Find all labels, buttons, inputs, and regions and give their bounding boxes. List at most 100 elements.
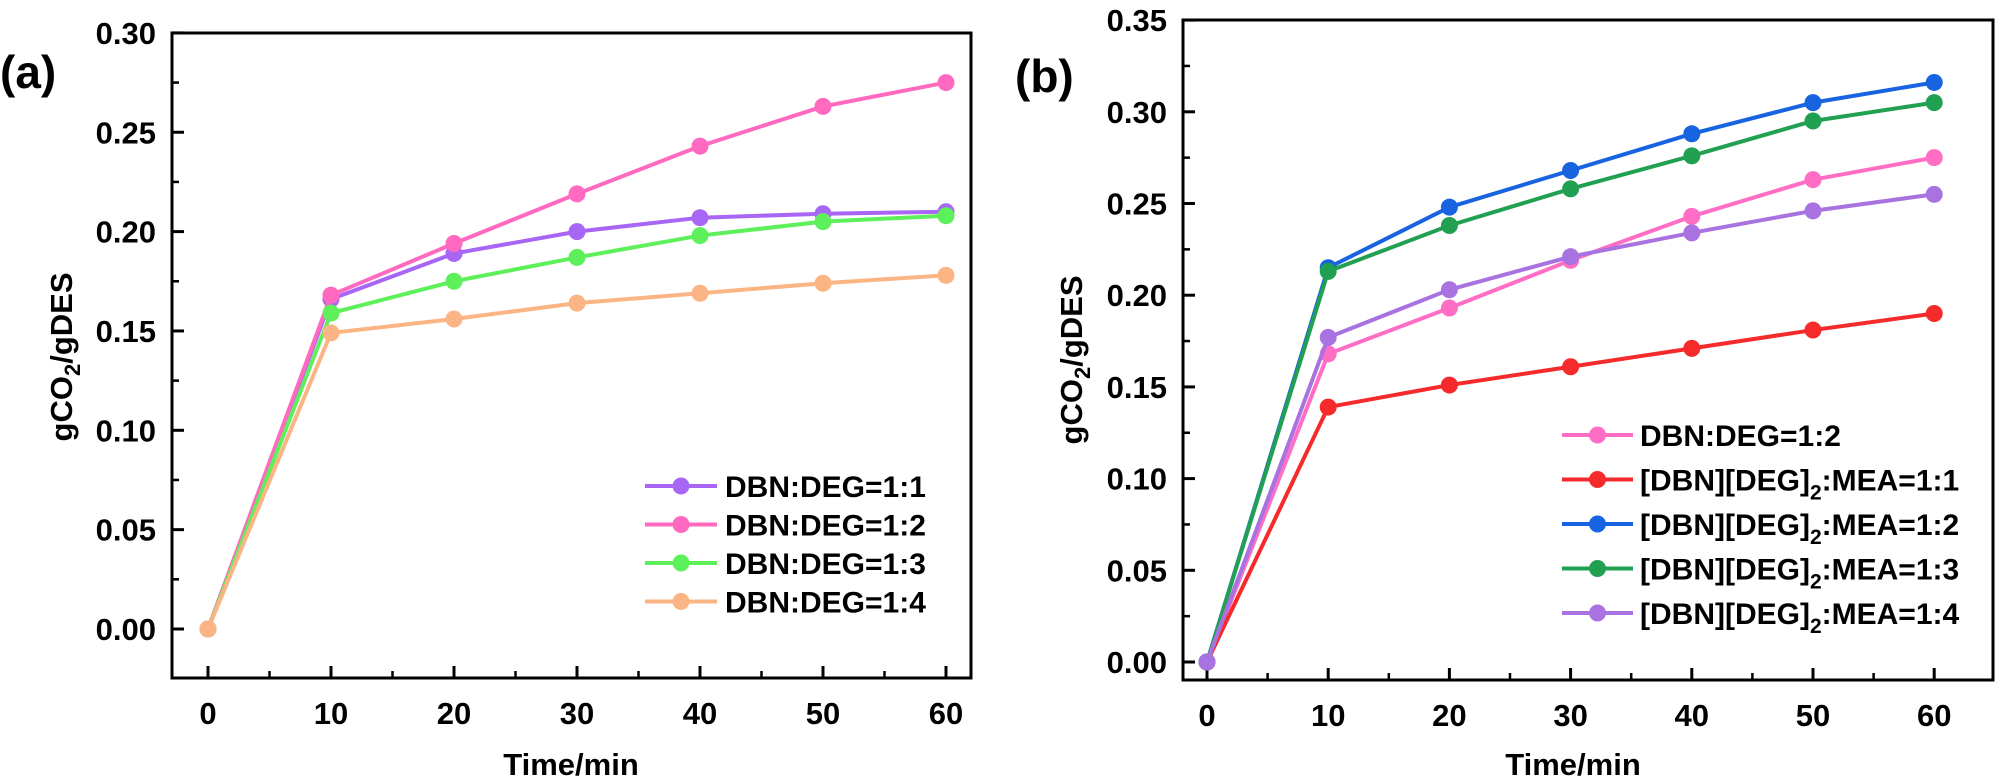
- series-group-a: [199, 74, 955, 638]
- panel-label-b: (b): [1015, 50, 1074, 102]
- chart-panel-b: (b) 0 10 20 30 40 50 60 0.00 0.05 0.10 0.15 0.20 0.2…: [1015, 3, 1995, 782]
- data-point: [1562, 358, 1580, 376]
- data-point: [445, 235, 463, 253]
- legend-marker: [1589, 515, 1606, 533]
- x-tick-label: 60: [929, 696, 963, 731]
- x-tick-label: 20: [1432, 698, 1466, 733]
- y-tick-label: 0.25: [96, 115, 156, 150]
- y-tick-label: 0.10: [1107, 462, 1167, 497]
- legend-marker: [1589, 471, 1606, 488]
- legend-marker: [672, 593, 690, 610]
- data-point: [1925, 185, 1943, 203]
- data-point: [1562, 248, 1580, 266]
- data-point: [1683, 339, 1701, 357]
- y-tick-label: 0.20: [1107, 278, 1167, 313]
- axis-ticks-b: 0 10 20 30 40 50 60 0.00 0.05 0.10 0.15 0.20 0.25 0.3…: [1107, 3, 1952, 733]
- data-point: [1683, 207, 1701, 225]
- x-tick-label: 50: [806, 696, 840, 731]
- data-point: [1925, 305, 1943, 323]
- data-point: [1804, 321, 1822, 339]
- data-point: [1440, 376, 1458, 394]
- data-point: [568, 248, 586, 266]
- data-point: [1440, 217, 1458, 235]
- data-point: [1804, 202, 1822, 220]
- data-point: [322, 324, 340, 342]
- x-axis-label-b: Time/min: [1505, 747, 1641, 782]
- legend-marker: [1589, 426, 1606, 444]
- legend-item: [DBN][DEG]2:MEA=1:3: [1562, 554, 1959, 594]
- series-group-b: [1198, 73, 1943, 671]
- axis-ticks-a: 0 10 20 30 40 50 60 0.00 0.05 0.10 0.15 0.20 0.25 0.3…: [96, 16, 964, 731]
- plot-frame-a: [170, 31, 973, 680]
- x-tick-label: 10: [314, 696, 348, 731]
- legend-marker: [672, 554, 690, 572]
- legend-item: [DBN][DEG]2:MEA=1:4: [1562, 598, 1960, 638]
- y-tick-label: 0.00: [96, 612, 156, 647]
- y-tick-label: 0.15: [96, 314, 156, 349]
- legend-label: [DBN][DEG]2:MEA=1:1: [1640, 465, 1959, 505]
- data-point: [1319, 398, 1337, 416]
- legend-marker: [1589, 560, 1606, 577]
- legend-label: [DBN][DEG]2:MEA=1:4: [1640, 598, 1960, 638]
- legend-marker: [1589, 604, 1606, 622]
- data-point: [1683, 147, 1701, 165]
- x-tick-label: 0: [199, 696, 216, 731]
- data-point: [814, 274, 832, 292]
- legend-item: DBN:DEG=1:4: [645, 587, 926, 620]
- data-point: [568, 294, 586, 312]
- legend-label: DBN:DEG=1:4: [725, 587, 926, 620]
- y-tick-label: 0.00: [1107, 645, 1167, 680]
- y-axis-label-a-sub: 2: [60, 364, 85, 376]
- y-tick-label: 0.25: [1107, 187, 1167, 222]
- data-point: [1562, 180, 1580, 198]
- series-4: [199, 266, 955, 638]
- panel-label-a: (a): [0, 46, 56, 98]
- data-point: [691, 137, 709, 155]
- x-tick-label: 0: [1198, 698, 1215, 733]
- legend-a: DBN:DEG=1:1 DBN:DEG=1:2 DBN:DEG=1:3 DBN:DEG…: [645, 471, 926, 620]
- data-point: [568, 223, 586, 241]
- legend-label: [DBN][DEG]2:MEA=1:2: [1640, 509, 1959, 549]
- y-tick-label: 0.05: [96, 513, 156, 548]
- y-tick-label: 0.30: [1107, 95, 1167, 130]
- y-tick-label: 0.10: [96, 413, 156, 448]
- data-point: [445, 310, 463, 328]
- data-point: [322, 304, 340, 322]
- data-point: [568, 185, 586, 203]
- series-3: [199, 207, 955, 638]
- y-tick-label: 0.05: [1107, 553, 1167, 588]
- legend-item: DBN:DEG=1:2: [1562, 420, 1841, 453]
- data-point: [199, 620, 217, 638]
- legend-item: DBN:DEG=1:3: [645, 548, 926, 581]
- data-point: [1440, 198, 1458, 216]
- data-point: [937, 207, 955, 225]
- x-tick-label: 50: [1796, 698, 1830, 733]
- x-axis-label-a: Time/min: [503, 747, 639, 782]
- x-tick-label: 40: [1675, 698, 1709, 733]
- y-tick-label: 0.20: [96, 215, 156, 250]
- data-point: [691, 284, 709, 302]
- legend-label: DBN:DEG=1:2: [725, 510, 926, 543]
- data-point: [322, 286, 340, 304]
- series-2: [1198, 305, 1943, 671]
- data-point: [1440, 281, 1458, 299]
- data-point: [1198, 653, 1216, 671]
- data-point: [1319, 262, 1337, 280]
- y-tick-label: 0.30: [96, 16, 156, 51]
- x-tick-label: 30: [560, 696, 594, 731]
- data-point: [1925, 73, 1943, 91]
- data-point: [937, 266, 955, 284]
- x-tick-label: 60: [1917, 698, 1951, 733]
- plot-frame-b: [1181, 18, 1995, 682]
- data-point: [1804, 94, 1822, 112]
- data-point: [1440, 299, 1458, 317]
- data-point: [814, 97, 832, 115]
- y-axis-label-a-part2: /gDES: [44, 273, 79, 364]
- legend-marker: [672, 516, 690, 533]
- legend-label: DBN:DEG=1:2: [1640, 420, 1841, 453]
- y-tick-label: 0.15: [1107, 370, 1167, 405]
- data-point: [1804, 112, 1822, 130]
- legend-item: DBN:DEG=1:1: [645, 471, 926, 504]
- legend-label: DBN:DEG=1:3: [725, 548, 926, 581]
